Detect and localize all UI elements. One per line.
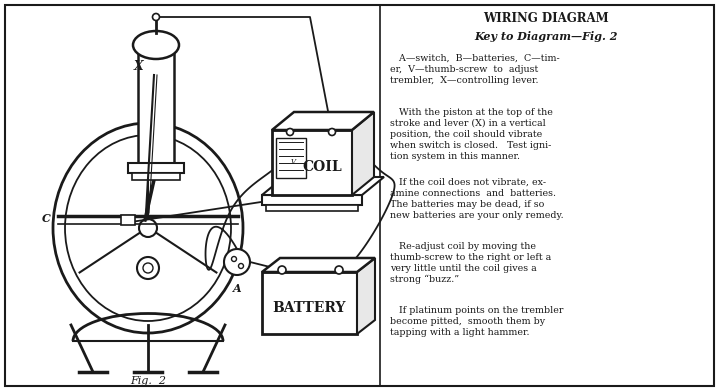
Text: COIL: COIL [302,160,342,174]
Bar [262,272,357,334]
Text: amine connections  and  batteries.: amine connections and batteries. [390,189,556,198]
Bar [138,45,174,163]
Polygon shape [352,112,374,195]
Ellipse shape [232,256,237,262]
Text: A: A [233,283,242,294]
Text: tapping with a light hammer.: tapping with a light hammer. [390,328,529,337]
Bar [272,130,352,195]
Bar [128,163,184,173]
Text: become pitted,  smooth them by: become pitted, smooth them by [390,317,545,326]
Text: strong “buzz.”: strong “buzz.” [390,275,459,284]
Ellipse shape [239,264,244,269]
Text: tion system in this manner.: tion system in this manner. [390,152,520,161]
Ellipse shape [278,266,286,274]
Text: thumb-screw to the right or left a: thumb-screw to the right or left a [390,253,551,262]
Text: very little until the coil gives a: very little until the coil gives a [390,264,536,273]
Polygon shape [272,112,374,130]
Ellipse shape [286,129,293,136]
Text: If platinum points on the trembler: If platinum points on the trembler [390,306,563,315]
Text: BATTERY: BATTERY [273,301,346,315]
Bar [276,138,306,178]
Ellipse shape [133,31,179,59]
Ellipse shape [139,219,157,237]
Text: If the coil does not vibrate, ex-: If the coil does not vibrate, ex- [390,178,546,187]
Bar [132,173,180,180]
Bar [266,205,358,211]
Text: Key to Diagram—Fig. 2: Key to Diagram—Fig. 2 [475,30,618,41]
Ellipse shape [224,249,250,275]
Polygon shape [262,177,384,195]
Text: WIRING DIAGRAM: WIRING DIAGRAM [483,11,609,25]
Text: stroke and lever (X) in a vertical: stroke and lever (X) in a vertical [390,119,546,128]
Ellipse shape [152,14,160,20]
Text: A—switch,  B—batteries,  C—tim-: A—switch, B—batteries, C—tim- [390,54,559,63]
Bar [262,195,362,205]
Text: X: X [134,60,144,73]
Text: position, the coil should vibrate: position, the coil should vibrate [390,130,542,139]
Text: Re-adjust coil by moving the: Re-adjust coil by moving the [390,242,536,251]
Text: The batteries may be dead, if so: The batteries may be dead, if so [390,200,544,209]
Text: V: V [290,158,296,166]
Text: With the piston at the top of the: With the piston at the top of the [390,108,552,117]
Ellipse shape [335,266,343,274]
Text: C: C [42,213,51,224]
Text: when switch is closed.   Test igni-: when switch is closed. Test igni- [390,141,551,150]
Polygon shape [357,258,375,334]
Text: trembler,  X—controlling lever.: trembler, X—controlling lever. [390,76,538,85]
Ellipse shape [329,129,336,136]
Polygon shape [262,258,375,272]
Bar [121,215,135,225]
Ellipse shape [143,263,153,273]
Text: Fig.  2: Fig. 2 [130,376,166,386]
Text: er,  V—thumb-screw  to  adjust: er, V—thumb-screw to adjust [390,65,538,74]
Ellipse shape [137,257,159,279]
Text: new batteries are your only remedy.: new batteries are your only remedy. [390,211,563,220]
